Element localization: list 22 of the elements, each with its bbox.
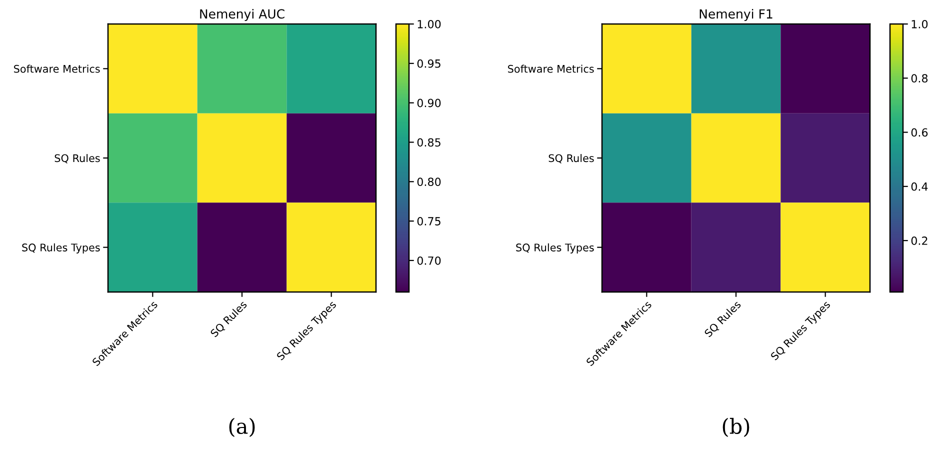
y-tick-label: SQ Rules (54, 154, 100, 164)
color-bar-label: 0.95 (417, 59, 440, 68)
y-tick-label: SQ Rules Types (516, 243, 594, 254)
y-tick-label: SQ Rules Types (22, 243, 100, 254)
color-bar-label: 0.8 (911, 74, 928, 83)
color-bar-label: 0.6 (911, 128, 928, 137)
color-bar-label: 0.70 (417, 256, 441, 265)
color-bar-label: 0.80 (417, 178, 441, 186)
y-tick-label: SQ Rules (548, 154, 594, 164)
color-bar-label: 0.2 (911, 236, 928, 245)
color-bar-label: 0.4 (911, 182, 928, 191)
color-bar-label: 1.00 (418, 20, 441, 28)
color-bar-label: 1.0 (912, 20, 928, 28)
chart-title: Nemenyi AUC (200, 8, 284, 22)
color-bar-label: 0.85 (417, 138, 440, 147)
chart-title: Nemenyi F1 (700, 8, 772, 22)
text: (b) (722, 418, 750, 437)
color-bar-label: 0.90 (417, 98, 441, 108)
text: (a) (229, 418, 255, 437)
color-bar-label: 0.75 (417, 217, 440, 226)
y-tick-label: Software Metrics (14, 64, 100, 73)
y-tick-label: Software Metrics (508, 64, 594, 73)
